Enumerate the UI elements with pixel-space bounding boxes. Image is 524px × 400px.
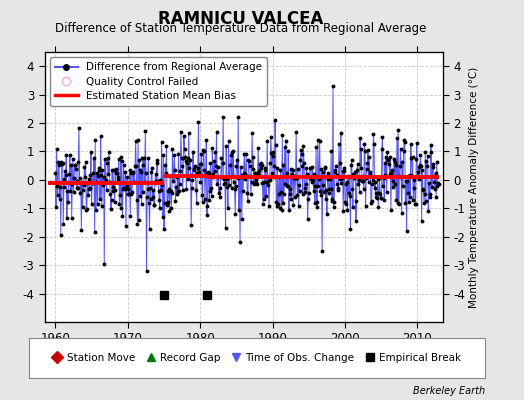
Text: Difference of Station Temperature Data from Regional Average: Difference of Station Temperature Data f…	[56, 22, 427, 35]
Y-axis label: Monthly Temperature Anomaly Difference (°C): Monthly Temperature Anomaly Difference (…	[469, 66, 479, 308]
Text: Berkeley Earth: Berkeley Earth	[412, 386, 485, 396]
Text: RAMNICU VALCEA: RAMNICU VALCEA	[158, 10, 324, 28]
Legend: Difference from Regional Average, Quality Control Failed, Estimated Station Mean: Difference from Regional Average, Qualit…	[50, 57, 267, 106]
Legend: Station Move, Record Gap, Time of Obs. Change, Empirical Break: Station Move, Record Gap, Time of Obs. C…	[48, 349, 466, 367]
